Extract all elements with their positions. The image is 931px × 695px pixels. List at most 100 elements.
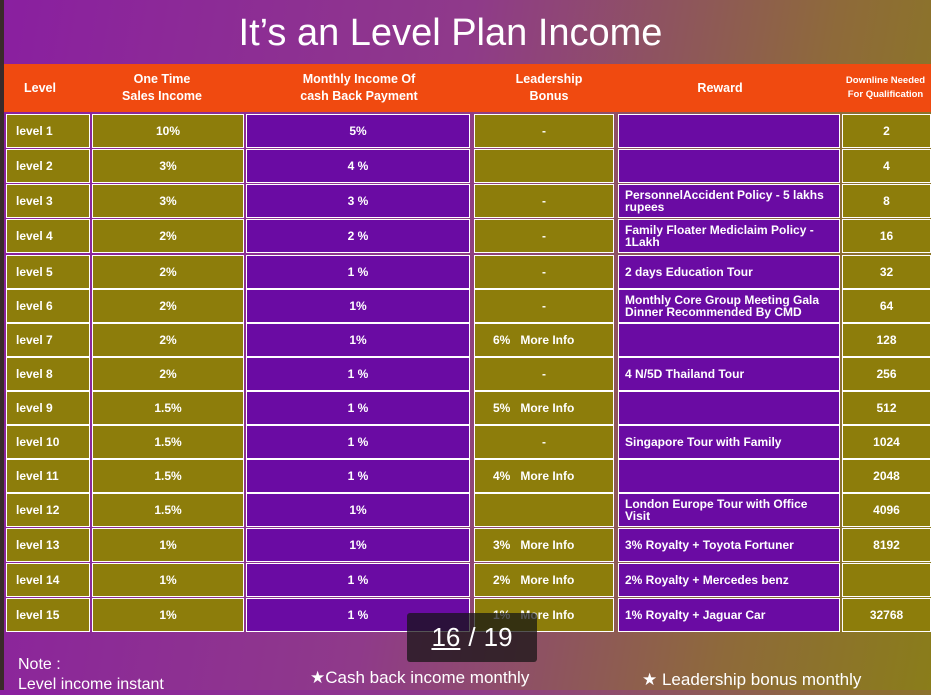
cell-bonus: 5% More Info bbox=[474, 391, 614, 425]
table-header: Level One Time Sales Income Monthly Inco… bbox=[4, 64, 931, 112]
cell-level: level 10 bbox=[6, 425, 90, 459]
cell-monthly: 1% bbox=[246, 528, 470, 562]
cell-downline: 2 bbox=[842, 114, 931, 148]
header-one-time: One Time Sales Income bbox=[122, 72, 202, 103]
cell-one-time: 1.5% bbox=[92, 391, 244, 425]
cell-monthly: 1% bbox=[246, 323, 470, 357]
cell-downline: 32768 bbox=[842, 598, 931, 632]
cell-level: level 1 bbox=[6, 114, 90, 148]
cell-bonus: - bbox=[474, 357, 614, 391]
cell-bonus: - bbox=[474, 289, 614, 323]
cell-one-time: 1% bbox=[92, 563, 244, 597]
cell-level: level 5 bbox=[6, 255, 90, 289]
cell-reward: PersonnelAccident Policy - 5 lakhs rupee… bbox=[618, 184, 840, 218]
cell-reward bbox=[618, 323, 840, 357]
cell-reward bbox=[618, 149, 840, 183]
pager-current: 16 bbox=[431, 622, 461, 652]
header-downline: Downline Needed For Qualification bbox=[845, 75, 926, 100]
more-info-link[interactable]: More Info bbox=[520, 538, 575, 552]
cell-one-time: 10% bbox=[92, 114, 244, 148]
cell-one-time: 2% bbox=[92, 289, 244, 323]
cell-level: level 4 bbox=[6, 219, 90, 253]
cell-reward bbox=[618, 459, 840, 493]
cell-level: level 6 bbox=[6, 289, 90, 323]
bonus-percent: 5% bbox=[493, 401, 511, 415]
more-info-link[interactable]: More Info bbox=[520, 469, 575, 483]
cell-level: level 9 bbox=[6, 391, 90, 425]
leadership-note: ★ Leadership bonus monthly bbox=[642, 670, 862, 689]
cell-downline: 4 bbox=[842, 149, 931, 183]
more-info-link[interactable]: More Info bbox=[520, 573, 575, 587]
cell-one-time: 2% bbox=[92, 323, 244, 357]
cell-level: level 2 bbox=[6, 149, 90, 183]
cell-monthly: 1 % bbox=[246, 255, 470, 289]
cell-one-time: 3% bbox=[92, 149, 244, 183]
cell-downline: 128 bbox=[842, 323, 931, 357]
cell-reward: 3% Royalty + Toyota Fortuner bbox=[618, 528, 840, 562]
cell-monthly: 1 % bbox=[246, 563, 470, 597]
cell-monthly: 2 % bbox=[246, 219, 470, 253]
cell-level: level 15 bbox=[6, 598, 90, 632]
cell-monthly: 3 % bbox=[246, 184, 470, 218]
frame-edge bbox=[0, 0, 4, 690]
cell-bonus: 3% More Info bbox=[474, 528, 614, 562]
cell-bonus: - bbox=[474, 219, 614, 253]
pager-total: 19 bbox=[483, 622, 513, 652]
cell-one-time: 1.5% bbox=[92, 425, 244, 459]
cell-reward: 4 N/5D Thailand Tour bbox=[618, 357, 840, 391]
cell-bonus: - bbox=[474, 114, 614, 148]
cell-downline: 256 bbox=[842, 357, 931, 391]
cell-level: level 13 bbox=[6, 528, 90, 562]
cell-bonus: - bbox=[474, 425, 614, 459]
cell-one-time: 2% bbox=[92, 255, 244, 289]
bonus-percent: 3% bbox=[493, 538, 511, 552]
cell-bonus: - bbox=[474, 184, 614, 218]
cell-reward: 1% Royalty + Jaguar Car bbox=[618, 598, 840, 632]
cell-one-time: 1.5% bbox=[92, 493, 244, 527]
pager-separator: / bbox=[468, 622, 476, 652]
cell-one-time: 3% bbox=[92, 184, 244, 218]
cell-bonus: 4% More Info bbox=[474, 459, 614, 493]
cell-one-time: 1% bbox=[92, 598, 244, 632]
cell-reward bbox=[618, 114, 840, 148]
cell-reward bbox=[618, 391, 840, 425]
cell-bonus: 6% More Info bbox=[474, 323, 614, 357]
header-level: Level bbox=[24, 80, 56, 95]
cell-reward: 2% Royalty + Mercedes benz bbox=[618, 563, 840, 597]
cell-level: level 8 bbox=[6, 357, 90, 391]
cell-downline: 8 bbox=[842, 184, 931, 218]
cell-monthly: 5% bbox=[246, 114, 470, 148]
more-info-link[interactable]: More Info bbox=[520, 401, 575, 415]
cell-downline: 4096 bbox=[842, 493, 931, 527]
bonus-percent: 4% bbox=[493, 469, 511, 483]
cell-downline: 2048 bbox=[842, 459, 931, 493]
cell-monthly: 1% bbox=[246, 289, 470, 323]
bonus-percent: 6% bbox=[493, 333, 511, 347]
cell-monthly: 1 % bbox=[246, 357, 470, 391]
cell-downline: 512 bbox=[842, 391, 931, 425]
cell-one-time: 2% bbox=[92, 357, 244, 391]
cell-downline: 64 bbox=[842, 289, 931, 323]
cashback-note: ★Cash back income monthly bbox=[310, 668, 530, 687]
note-text: Note : Level income instant bbox=[18, 656, 164, 693]
slide-pager[interactable]: 16 / 19 bbox=[407, 613, 537, 662]
cell-reward: Singapore Tour with Family bbox=[618, 425, 840, 459]
cell-bonus bbox=[474, 149, 614, 183]
bonus-percent: 2% bbox=[493, 573, 511, 587]
cell-level: level 12 bbox=[6, 493, 90, 527]
cell-monthly: 1 % bbox=[246, 425, 470, 459]
more-info-link[interactable]: More Info bbox=[520, 333, 575, 347]
header-leadership: Leadership Bonus bbox=[515, 72, 583, 103]
cell-monthly: 4 % bbox=[246, 149, 470, 183]
cell-reward: Family Floater Mediclaim Policy - 1Lakh bbox=[618, 219, 840, 253]
slide-title: It’s an Level Plan Income bbox=[238, 12, 663, 54]
cell-reward: 2 days Education Tour bbox=[618, 255, 840, 289]
cell-bonus: - bbox=[474, 255, 614, 289]
header-reward: Reward bbox=[697, 80, 743, 95]
cell-monthly: 1 % bbox=[246, 391, 470, 425]
cell-one-time: 1.5% bbox=[92, 459, 244, 493]
cell-level: level 11 bbox=[6, 459, 90, 493]
cell-downline: 16 bbox=[842, 219, 931, 253]
cell-level: level 7 bbox=[6, 323, 90, 357]
cell-one-time: 1% bbox=[92, 528, 244, 562]
